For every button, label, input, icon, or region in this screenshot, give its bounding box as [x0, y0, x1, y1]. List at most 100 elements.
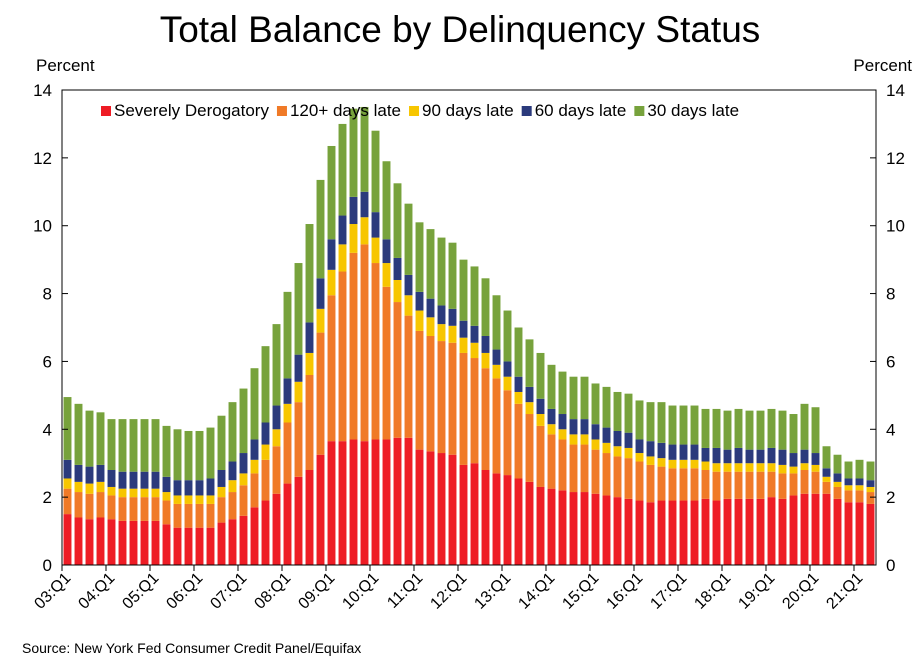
- bar-segment-120-days-late: [316, 332, 325, 455]
- left-y-tick-label: 2: [43, 488, 52, 507]
- bar-segment-90-days-late: [305, 352, 314, 375]
- bar-segment-60-days-late: [602, 427, 611, 443]
- bar-segment-60-days-late: [657, 442, 666, 459]
- bar-segment-30-days-late: [140, 419, 149, 472]
- x-tick-label: 20:Q1: [779, 570, 822, 613]
- bar-segment-severely-derogatory: [316, 454, 325, 565]
- bar-segment-60-days-late: [85, 466, 94, 484]
- bar-segment-30-days-late: [591, 383, 600, 425]
- x-tick-label: 08:Q1: [251, 570, 294, 613]
- bar-segment-60-days-late: [811, 453, 820, 465]
- bar-segment-90-days-late: [118, 488, 127, 498]
- bar-segment-severely-derogatory: [162, 524, 171, 565]
- bar-segment-30-days-late: [404, 203, 413, 275]
- bar-segment-severely-derogatory: [844, 502, 853, 565]
- bar-segment-120-days-late: [206, 503, 215, 528]
- bar-segment-90-days-late: [239, 473, 248, 486]
- bar-segment-60-days-late: [228, 461, 237, 481]
- bar-segment-90-days-late: [338, 244, 347, 272]
- bar-segment-60-days-late: [349, 196, 358, 225]
- bar-segment-severely-derogatory: [503, 475, 512, 565]
- bar-segment-90-days-late: [525, 402, 534, 415]
- legend-swatch: [521, 106, 532, 116]
- bar-segment-60-days-late: [261, 422, 270, 445]
- bar-segment-30-days-late: [107, 419, 116, 470]
- bar-segment-60-days-late: [536, 398, 545, 415]
- bar-segment-severely-derogatory: [789, 495, 798, 565]
- bar-segment-severely-derogatory: [800, 493, 809, 565]
- bar-segment-90-days-late: [228, 480, 237, 493]
- bar-segment-90-days-late: [668, 459, 677, 469]
- x-tick-label: 13:Q1: [471, 570, 514, 613]
- bar-segment-severely-derogatory: [668, 500, 677, 565]
- bar-segment-30-days-late: [580, 376, 589, 420]
- bar-segment-120-days-late: [151, 497, 160, 521]
- bar-segment-30-days-late: [294, 263, 303, 355]
- bar-layer: [63, 106, 875, 566]
- bar-segment-severely-derogatory: [404, 437, 413, 565]
- bar-segment-120-days-late: [558, 439, 567, 491]
- bar-segment-30-days-late: [338, 123, 347, 216]
- bar-segment-60-days-late: [756, 449, 765, 464]
- left-y-tick-label: 10: [33, 217, 52, 236]
- bar-segment-30-days-late: [96, 412, 105, 465]
- bar-segment-120-days-late: [272, 446, 281, 494]
- x-tick-label: 16:Q1: [603, 570, 646, 613]
- bar-segment-90-days-late: [184, 495, 193, 504]
- bar-segment-120-days-late: [459, 352, 468, 465]
- bar-segment-120-days-late: [305, 375, 314, 470]
- bar-segment-60-days-late: [701, 447, 710, 462]
- bar-segment-severely-derogatory: [305, 470, 314, 565]
- bar-segment-90-days-late: [85, 483, 94, 494]
- bar-segment-90-days-late: [514, 391, 523, 404]
- bar-segment-90-days-late: [679, 459, 688, 469]
- bar-segment-30-days-late: [613, 391, 622, 431]
- bar-segment-90-days-late: [591, 439, 600, 450]
- bar-segment-60-days-late: [360, 191, 369, 218]
- bar-segment-120-days-late: [767, 471, 776, 498]
- bar-segment-60-days-late: [481, 335, 490, 353]
- bar-segment-30-days-late: [844, 461, 853, 479]
- bar-segment-severely-derogatory: [701, 498, 710, 565]
- bar-segment-120-days-late: [74, 492, 83, 518]
- bar-segment-30-days-late: [316, 179, 325, 279]
- bar-segment-60-days-late: [294, 354, 303, 382]
- bar-segment-30-days-late: [151, 419, 160, 472]
- bar-segment-120-days-late: [756, 471, 765, 499]
- bar-segment-severely-derogatory: [85, 519, 94, 565]
- bar-segment-120-days-late: [107, 495, 116, 520]
- bar-segment-severely-derogatory: [338, 441, 347, 565]
- bar-segment-60-days-late: [129, 471, 138, 489]
- bar-segment-90-days-late: [833, 481, 842, 487]
- bar-segment-120-days-late: [327, 295, 336, 442]
- bar-segment-90-days-late: [437, 324, 446, 342]
- bar-segment-30-days-late: [195, 430, 204, 481]
- bar-segment-120-days-late: [822, 481, 831, 494]
- bar-segment-30-days-late: [85, 410, 94, 467]
- legend: Severely Derogatory 120+ days late 90 days…: [101, 101, 739, 120]
- x-tick-label: 17:Q1: [647, 570, 690, 613]
- bar-segment-severely-derogatory: [140, 520, 149, 565]
- bar-segment-30-days-late: [481, 278, 490, 336]
- bar-segment-severely-derogatory: [635, 500, 644, 565]
- bar-segment-severely-derogatory: [756, 498, 765, 565]
- bar-segment-60-days-late: [778, 449, 787, 465]
- bar-segment-severely-derogatory: [283, 483, 292, 565]
- bar-segment-120-days-late: [690, 468, 699, 501]
- bar-segment-30-days-late: [382, 161, 391, 240]
- bar-segment-30-days-late: [767, 408, 776, 448]
- bar-segment-60-days-late: [162, 476, 171, 493]
- bar-segment-90-days-late: [316, 308, 325, 333]
- bar-segment-90-days-late: [151, 488, 160, 498]
- bar-segment-60-days-late: [63, 459, 72, 479]
- bar-segment-90-days-late: [261, 444, 270, 460]
- bar-segment-120-days-late: [382, 286, 391, 440]
- bar-segment-120-days-late: [140, 497, 149, 521]
- bar-segment-120-days-late: [855, 490, 864, 503]
- bar-segment-severely-derogatory: [360, 441, 369, 565]
- bar-segment-60-days-late: [118, 471, 127, 489]
- bar-segment-120-days-late: [118, 497, 127, 521]
- bar-segment-severely-derogatory: [327, 441, 336, 565]
- bar-segment-severely-derogatory: [437, 453, 446, 565]
- left-y-tick-label: 6: [43, 352, 52, 371]
